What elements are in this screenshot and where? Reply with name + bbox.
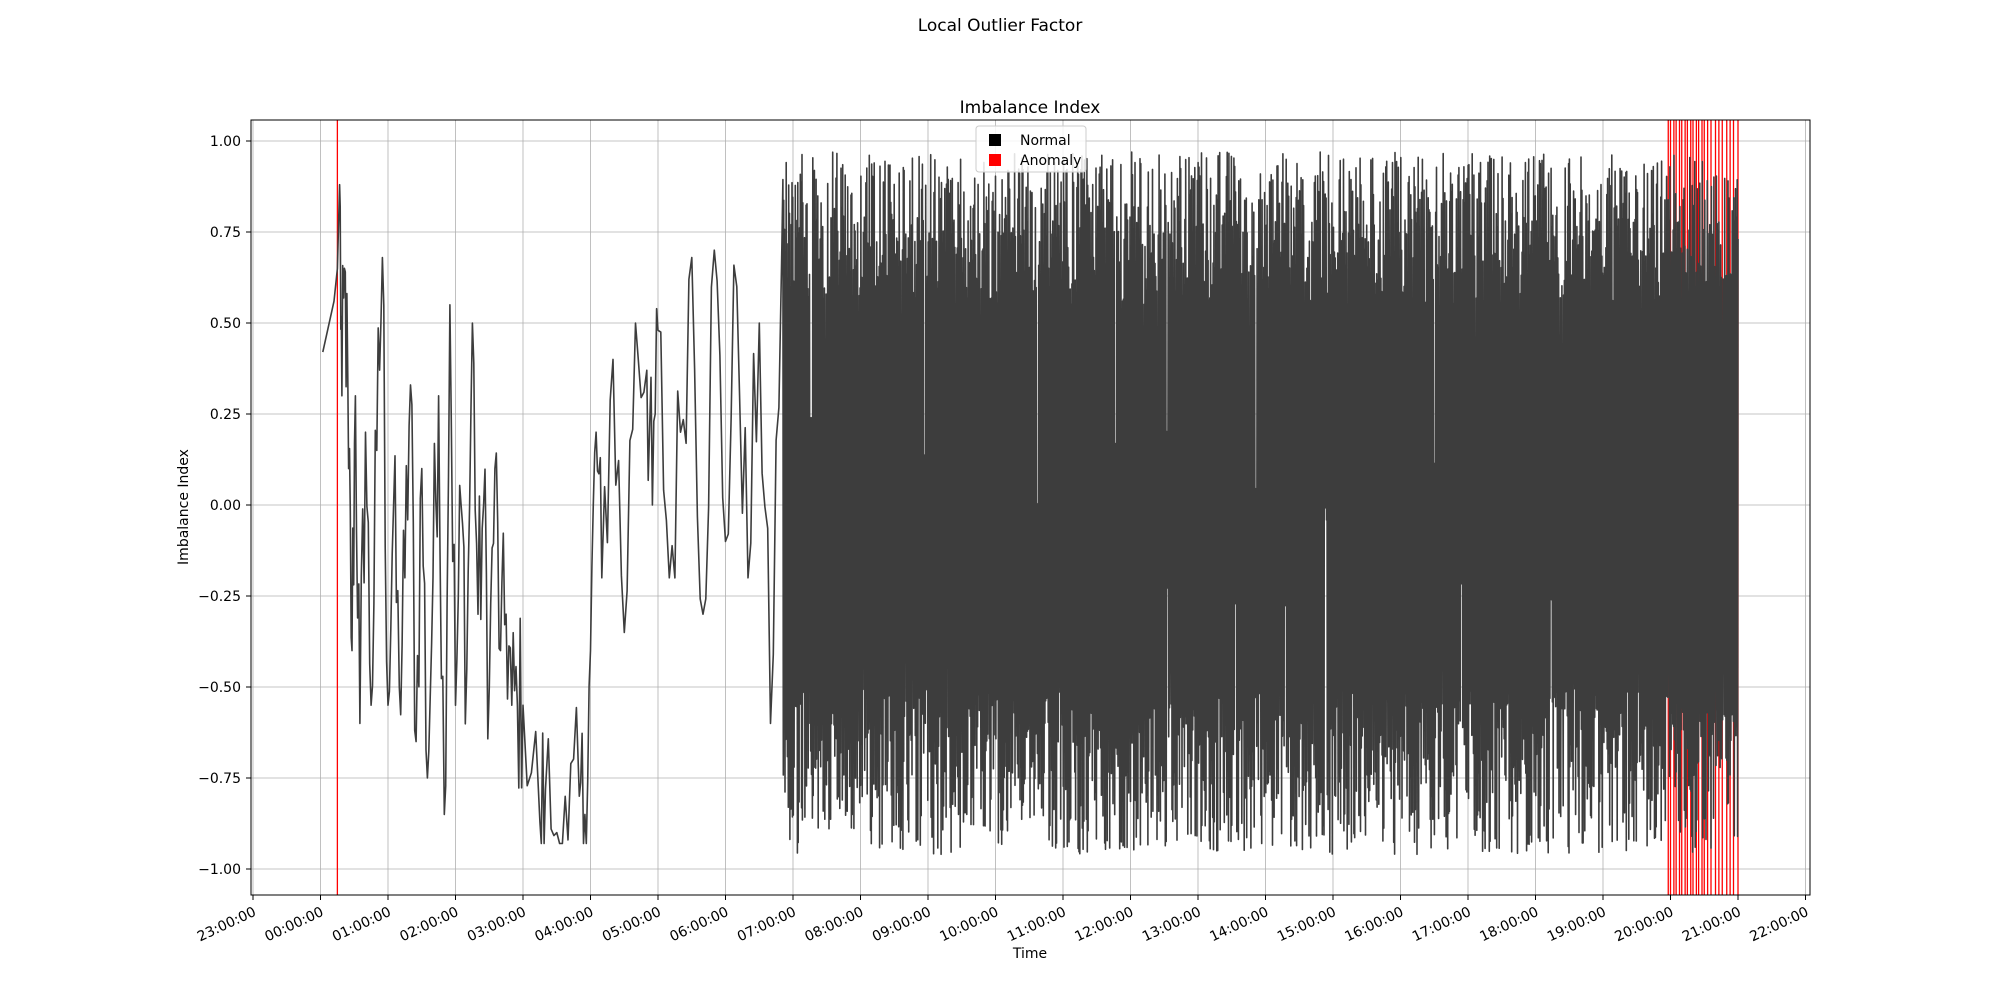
- y-tick-label: 1.00: [210, 134, 241, 150]
- x-tick-label: 22:00:00: [1747, 904, 1811, 945]
- x-tick-label: 02:00:00: [397, 904, 461, 945]
- x-tick-label: 04:00:00: [532, 904, 596, 945]
- legend-label-normal: Normal: [1020, 133, 1071, 149]
- x-tick-label: 12:00:00: [1072, 904, 1136, 945]
- x-tick-label: 03:00:00: [465, 904, 529, 945]
- chart-title: Imbalance Index: [960, 98, 1101, 118]
- x-tick-label: 17:00:00: [1410, 904, 1474, 945]
- y-tick-label: 0.75: [210, 225, 241, 241]
- legend: Normal Anomaly: [975, 125, 1087, 173]
- x-tick-label: 09:00:00: [870, 904, 934, 945]
- x-tick-label: 21:00:00: [1680, 904, 1744, 945]
- x-tick-label: 20:00:00: [1612, 904, 1676, 945]
- x-tick-label: 13:00:00: [1140, 904, 1204, 945]
- x-axis-label: Time: [1012, 946, 1047, 962]
- y-tick-label: −0.25: [198, 589, 241, 605]
- x-tick-label: 01:00:00: [330, 904, 394, 945]
- x-tick-label: 10:00:00: [937, 904, 1001, 945]
- x-tick-label: 11:00:00: [1005, 904, 1069, 945]
- y-axis: −1.00 −0.75 −0.50 −0.25 0.00 0.25 0.50 0.75 1.00: [198, 134, 251, 878]
- y-tick-label: 0.25: [210, 407, 241, 423]
- x-tick-label: 00:00:00: [262, 904, 326, 945]
- y-tick-label: 0.00: [210, 498, 241, 514]
- x-tick-label: 23:00:00: [195, 904, 259, 945]
- x-tick-label: 05:00:00: [600, 904, 664, 945]
- plot-frame: [250, 119, 1811, 896]
- legend-label-anomaly: Anomaly: [1020, 153, 1081, 169]
- x-tick-label: 06:00:00: [667, 904, 731, 945]
- legend-swatch-normal: [989, 134, 1001, 146]
- legend-frame: [975, 125, 1087, 173]
- series-line: [322, 151, 1739, 856]
- figure-suptitle: Local Outlier Factor: [917, 16, 1083, 36]
- y-tick-label: −0.50: [198, 680, 241, 696]
- x-tick-label: 19:00:00: [1545, 904, 1609, 945]
- x-tick-label: 07:00:00: [735, 904, 799, 945]
- series-path: [322, 151, 1739, 856]
- y-tick-label: −0.75: [198, 771, 241, 787]
- y-axis-label: Imbalance Index: [176, 449, 192, 565]
- legend-swatch-anomaly: [989, 154, 1001, 166]
- x-tick-label: 15:00:00: [1275, 904, 1339, 945]
- x-tick-label: 08:00:00: [802, 904, 866, 945]
- y-tick-label: 0.50: [210, 316, 241, 332]
- x-axis: 23:00:00 00:00:00 01:00:00 02:00:00 03:00:00…: [195, 895, 1811, 945]
- x-tick-label: 14:00:00: [1207, 904, 1271, 945]
- x-tick-label: 18:00:00: [1477, 904, 1541, 945]
- x-tick-label: 16:00:00: [1342, 904, 1406, 945]
- y-tick-label: −1.00: [198, 862, 241, 878]
